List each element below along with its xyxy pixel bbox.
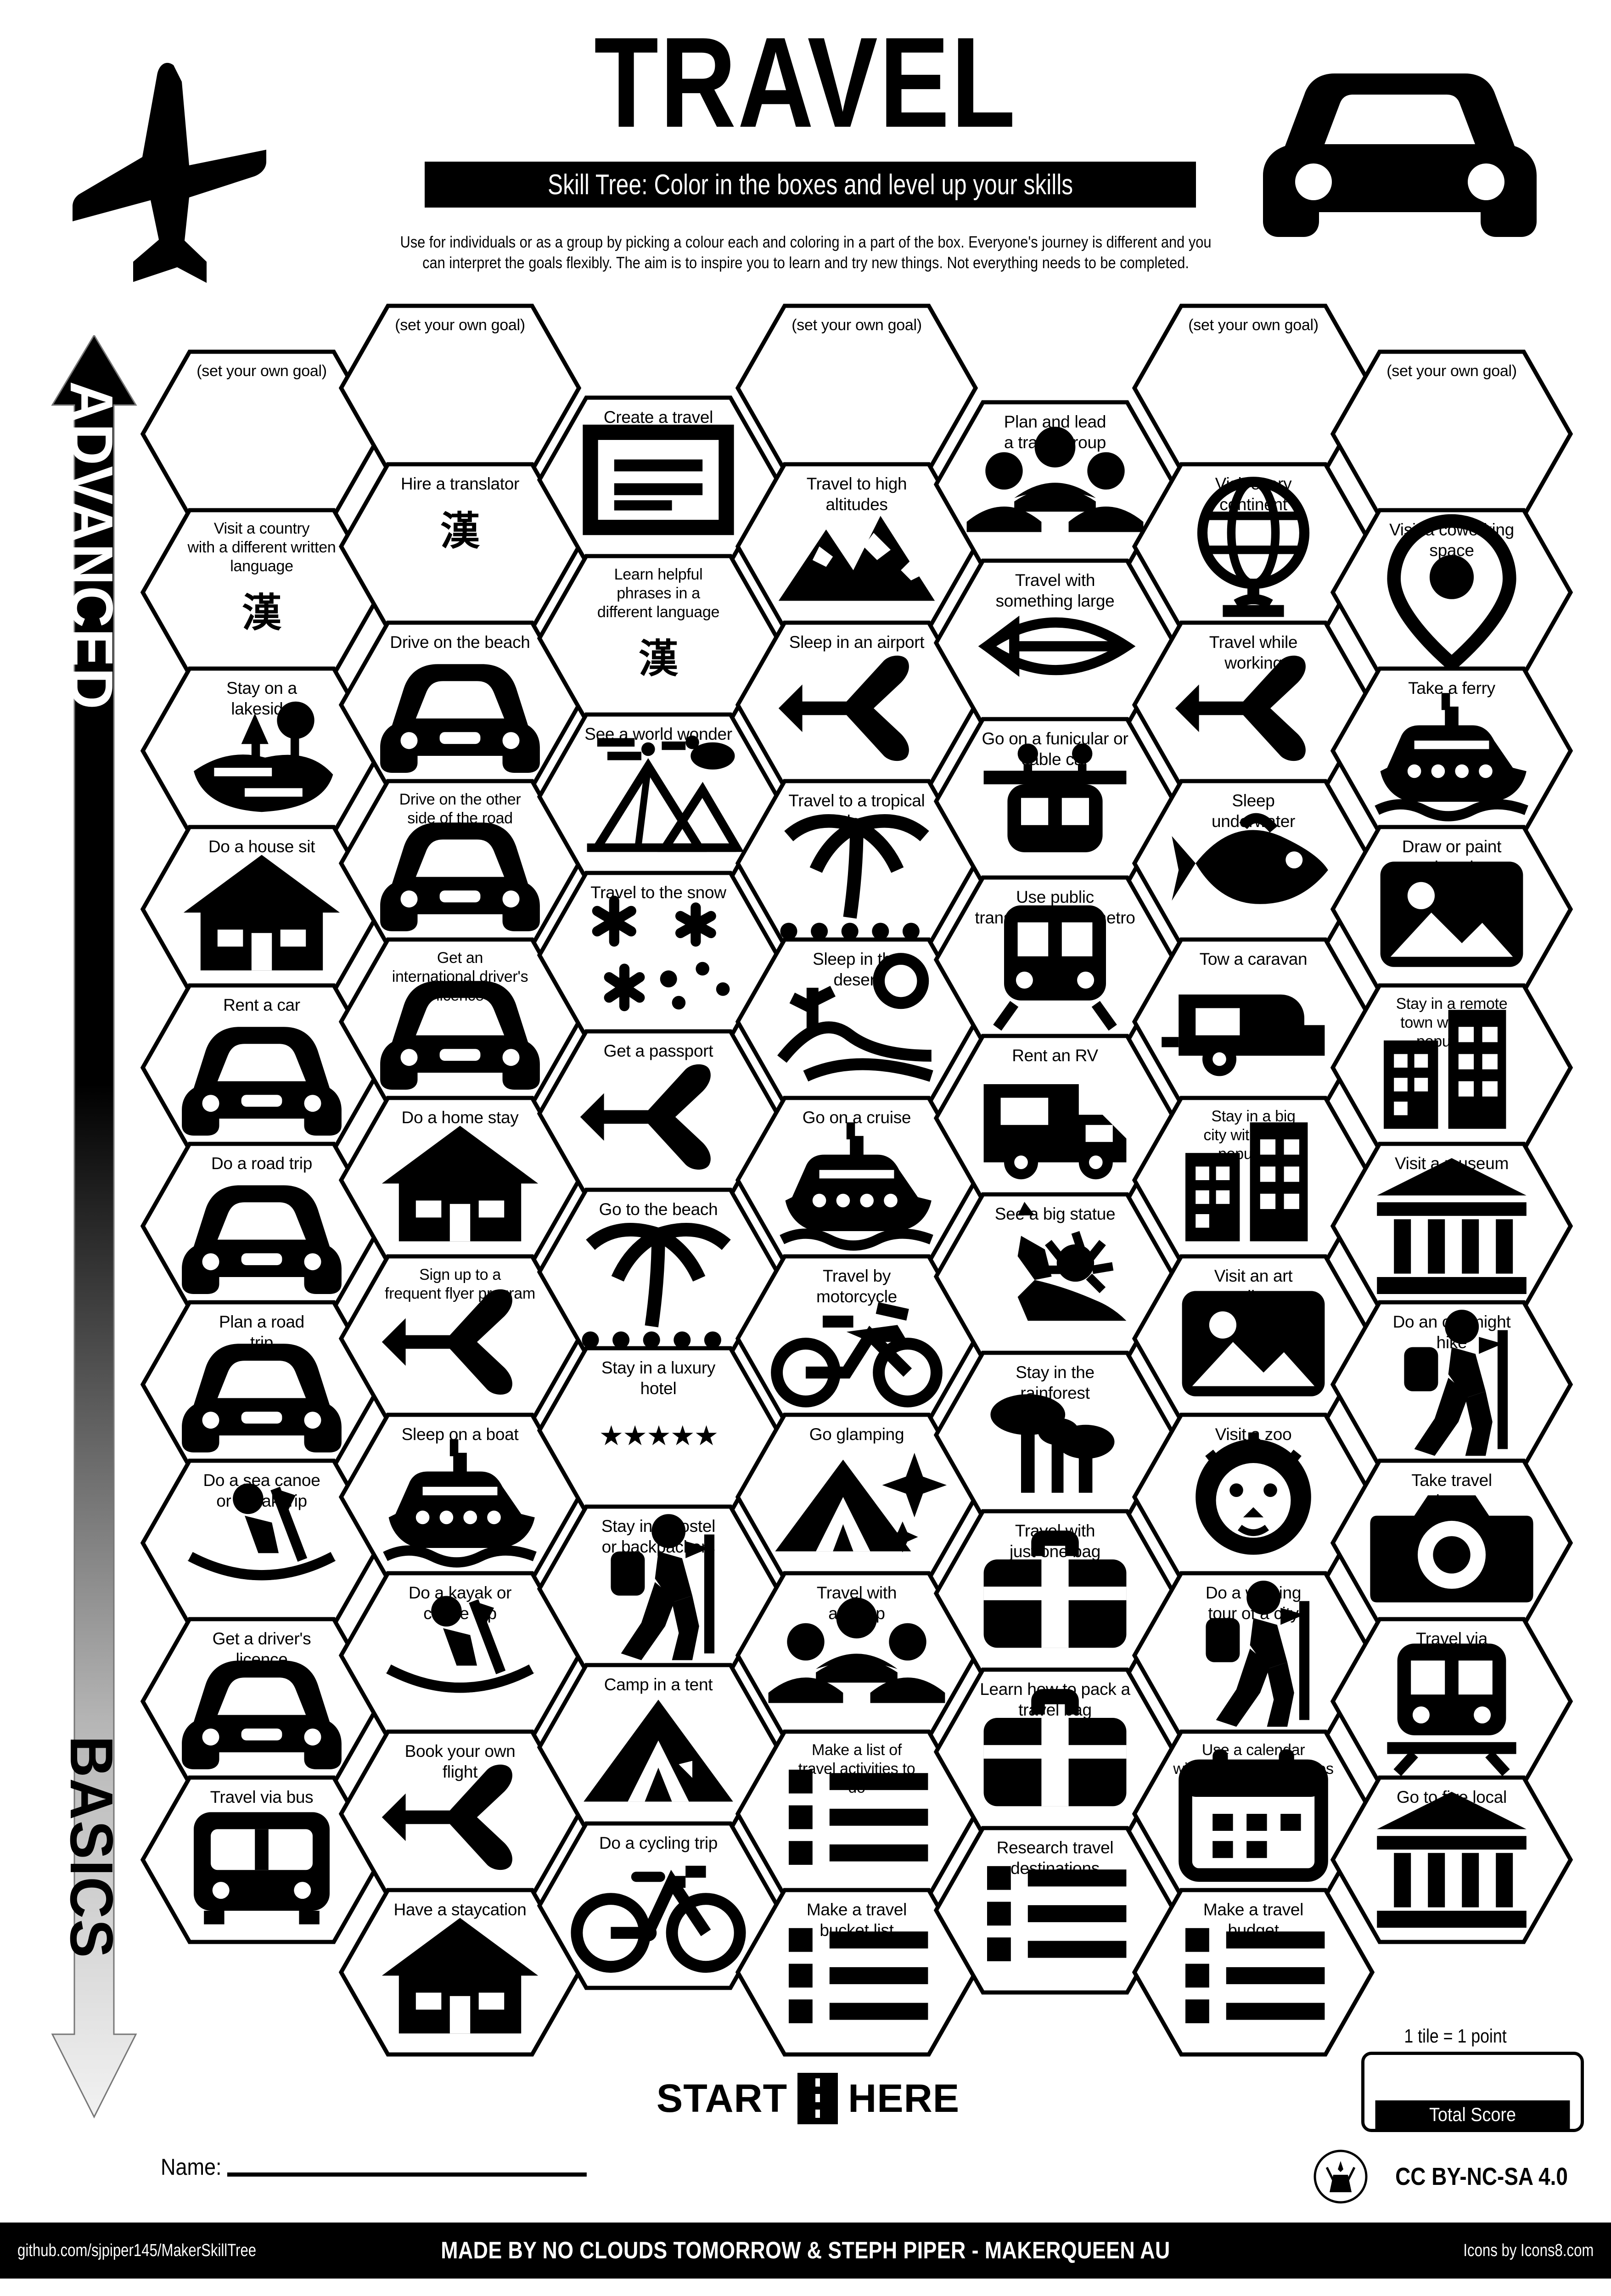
skill-tile[interactable]: Visit a coworking space <box>1330 507 1573 677</box>
skill-tile[interactable]: Visit a museum <box>1330 1141 1573 1311</box>
subtitle-banner: Skill Tree: Color in the boxes and level… <box>425 162 1196 208</box>
skill-tile[interactable]: Draw or paint on location <box>1330 824 1573 994</box>
skill-tile[interactable]: Take a ferry <box>1330 666 1573 836</box>
footer-repo-link[interactable]: github.com/sjpiper145/MakerSkillTree <box>17 2240 257 2260</box>
page-title: TRAVEL <box>594 11 1017 154</box>
page-header: TRAVEL Skill Tree: Color in the boxes an… <box>0 0 1611 321</box>
footer-credit: MADE BY NO CLOUDS TOMORROW & STEPH PIPER… <box>441 2237 1170 2264</box>
skill-tile[interactable]: Take travel photos <box>1330 1458 1573 1628</box>
road-tile-icon <box>797 2073 838 2124</box>
skill-tile[interactable]: Stay in a remote town with <500 population <box>1330 983 1573 1153</box>
start-word: START <box>656 2076 788 2121</box>
total-score-label: Total Score <box>1375 2100 1570 2129</box>
name-label: Name: <box>161 2154 222 2180</box>
footer-icons-credit[interactable]: Icons by Icons8.com <box>1463 2240 1594 2260</box>
license-text: CC BY-NC-SA 4.0 <box>1395 2163 1568 2190</box>
subtitle-text: Skill Tree: Color in the boxes and level… <box>547 169 1073 201</box>
skill-tile[interactable]: Do an overnight hike <box>1330 1300 1573 1469</box>
skill-tile[interactable]: Go to five local attractions <box>1330 1775 1573 1945</box>
name-field[interactable]: Name: <box>161 2154 587 2180</box>
score-section: 1 tile = 1 point Total Score <box>1327 2025 1584 2144</box>
license-section: CC BY-NC-SA 4.0 <box>1313 2149 1583 2204</box>
cc-badge-icon <box>1313 2150 1368 2204</box>
start-here-marker: START HERE <box>634 2071 982 2126</box>
skill-tile[interactable]: (set your own goal) <box>1330 349 1573 519</box>
total-score-box[interactable]: Total Score <box>1361 2052 1584 2132</box>
page-footer: github.com/sjpiper145/MakerSkillTree MAD… <box>0 2223 1611 2279</box>
tile-point-note: 1 tile = 1 point <box>1404 2025 1507 2047</box>
car-icon <box>1263 73 1537 237</box>
level-axis-arrow: ADVANCED BASICS <box>46 335 142 2126</box>
skill-tile[interactable]: Travel via train <box>1330 1616 1573 1786</box>
airplane-icon <box>73 62 266 283</box>
instructions-text: Use for individuals or as a group by pic… <box>400 233 1212 272</box>
here-word: HERE <box>848 2076 960 2121</box>
name-input-line[interactable] <box>227 2172 587 2177</box>
